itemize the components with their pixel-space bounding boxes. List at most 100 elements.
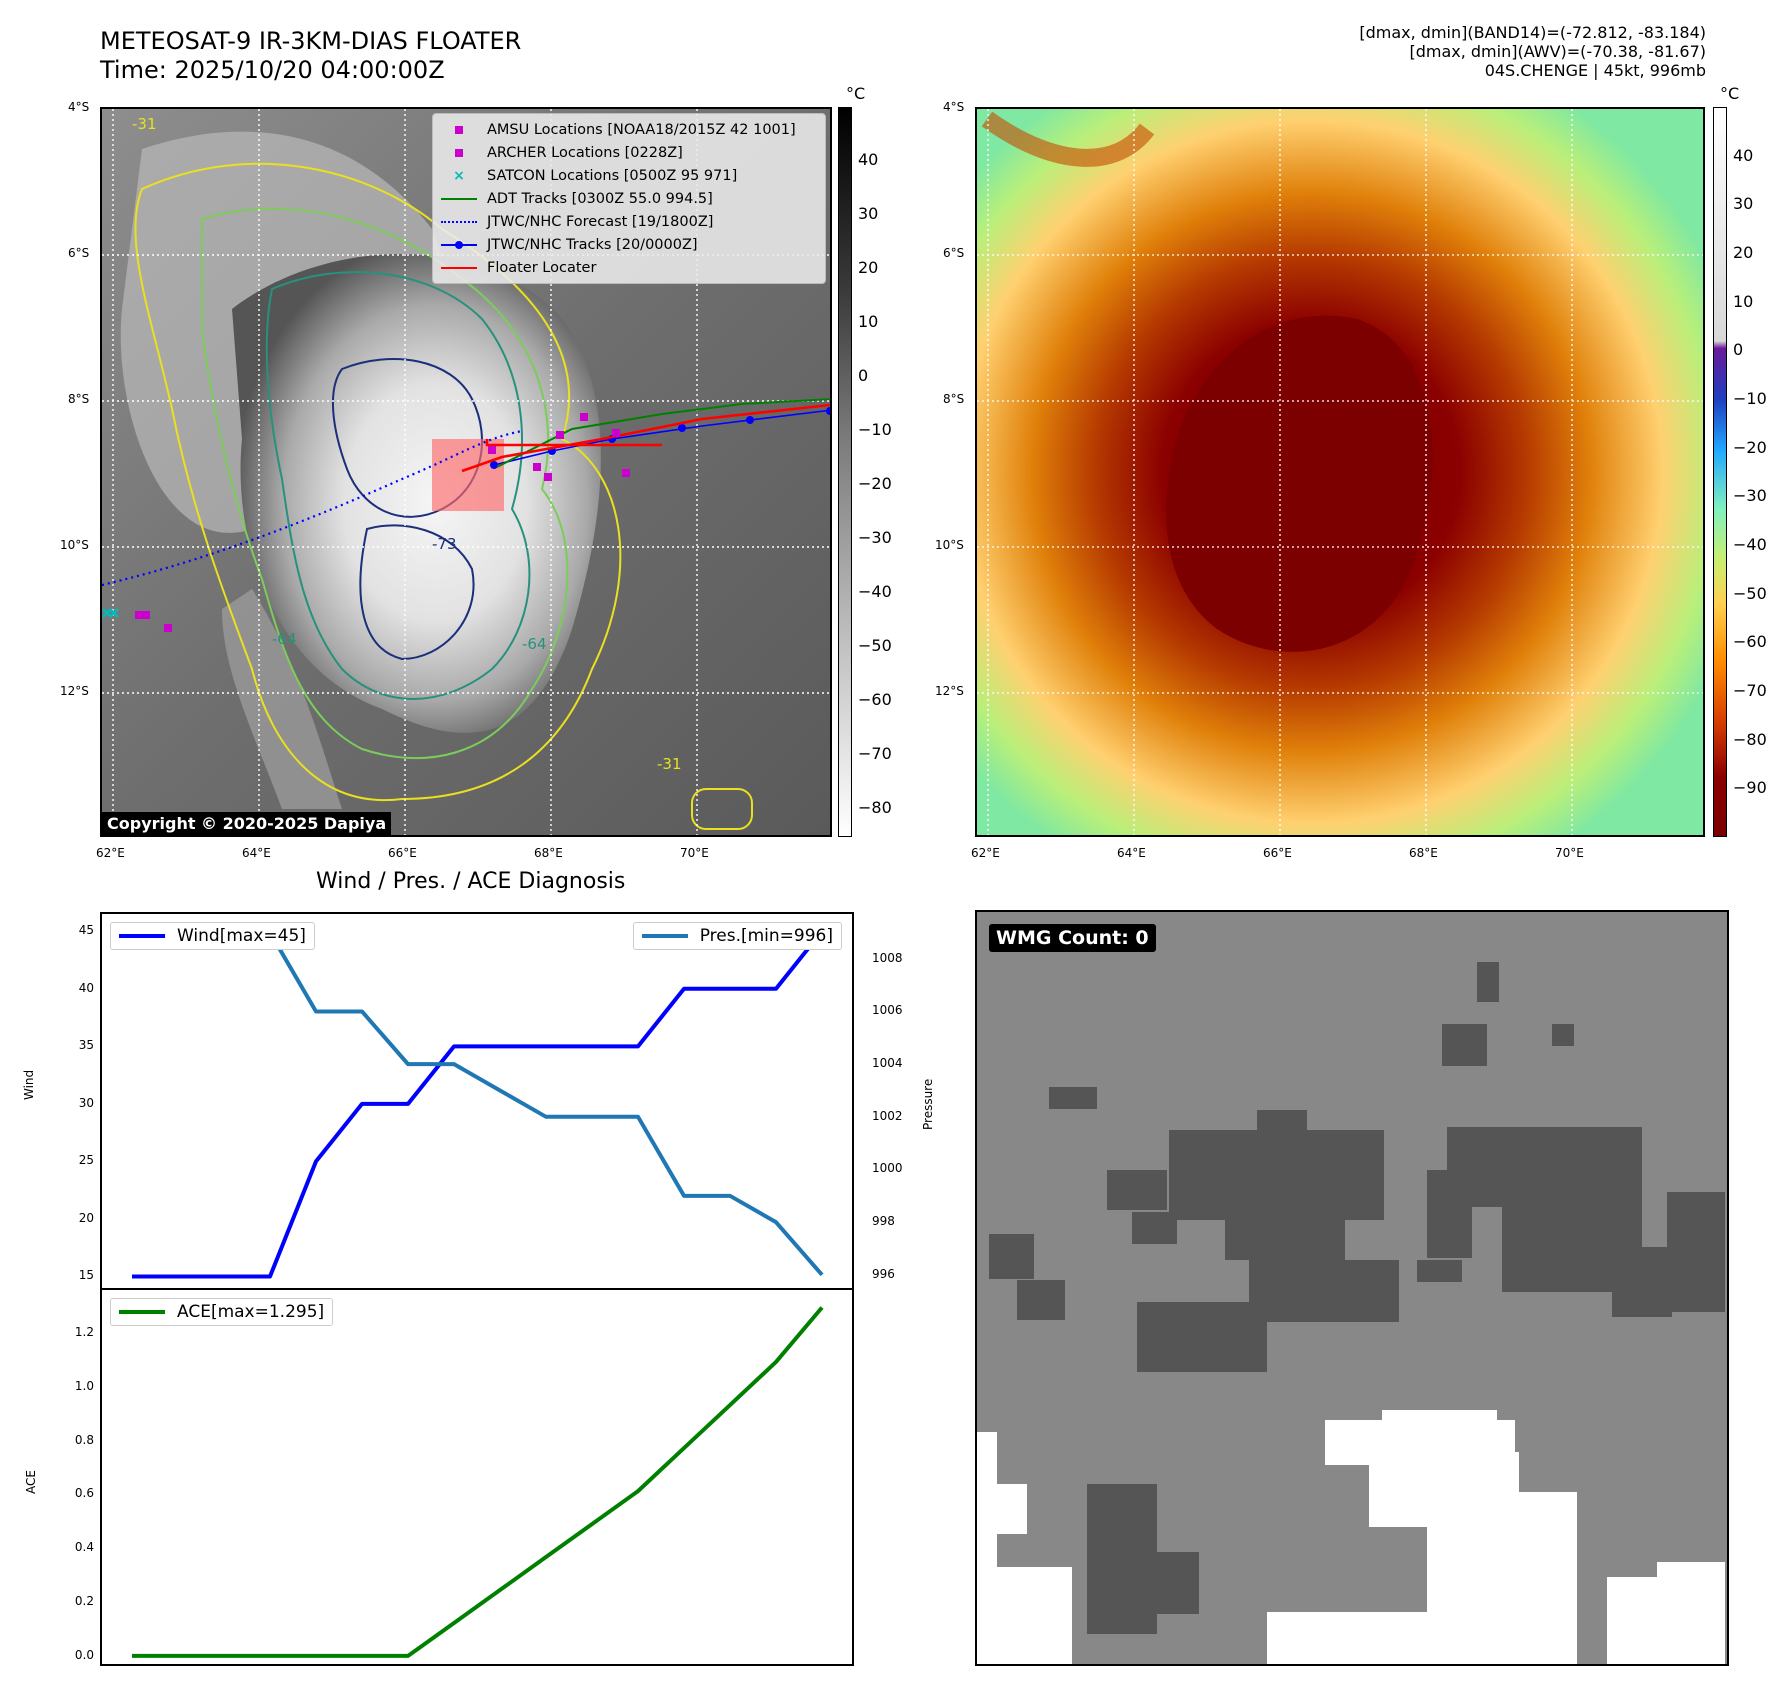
lon-tick: 68°E	[534, 846, 563, 860]
ir-cb-tick: 20	[858, 258, 879, 277]
wind-pressure-plot	[132, 930, 824, 1279]
pressure-axis-tick: 1000	[872, 1161, 903, 1176]
archer-amsu-markers	[135, 413, 630, 632]
diagnosis-title: Wind / Pres. / ACE Diagnosis	[316, 869, 626, 894]
awv-cb-tick: −90	[1733, 778, 1767, 797]
dotted-line-icon	[441, 216, 477, 228]
pressure-axis-tick: 1006	[872, 1003, 903, 1018]
title-line-1: METEOSAT-9 IR-3KM-DIAS FLOATER	[100, 27, 522, 55]
pressure-axis-tick: 998	[872, 1214, 895, 1229]
ir-cloud-band-south	[222, 589, 342, 809]
lon-tick: 70°E	[680, 846, 709, 860]
wind-axis-tick: 40	[78, 980, 94, 995]
ace-axis-tick: 1.0	[74, 1378, 94, 1393]
contour-64	[265, 271, 531, 700]
ir-cb-tick: −10	[858, 420, 892, 439]
awv-colorbar	[1713, 107, 1727, 837]
legend-item-amsu: AMSU Locations [NOAA18/2015Z 42 1001]	[441, 118, 817, 141]
lon-tick: 66°E	[1263, 846, 1292, 860]
ace-axis-tick: 0.0	[74, 1647, 94, 1662]
lon-tick: 64°E	[1117, 846, 1146, 860]
contour-label: -64	[522, 635, 547, 653]
lat-tick: 8°S	[943, 392, 965, 406]
contour-label: -31	[132, 115, 157, 133]
lat-tick: 10°S	[60, 538, 89, 552]
line-marker-icon	[441, 193, 477, 205]
lon-tick: 70°E	[1555, 846, 1584, 860]
ir-cb-tick: 40	[858, 150, 879, 169]
blue-line-icon	[119, 934, 165, 938]
lat-tick: 6°S	[68, 246, 90, 260]
ace-axis-tick: 0.8	[74, 1432, 94, 1447]
awv-band-nw	[981, 111, 1155, 167]
lat-tick: 4°S	[68, 100, 90, 114]
ir-cb-tick: 30	[858, 204, 879, 223]
line-dot-icon	[441, 239, 477, 251]
contour-label: -31	[657, 755, 682, 773]
awv-cb-tick: −70	[1733, 681, 1767, 700]
meta-line-2: [dmax, dmin](AWV)=(-70.38, -81.67)	[1409, 42, 1706, 61]
wmg-canvas	[977, 912, 1727, 1664]
ir-cb-tick: −30	[858, 528, 892, 547]
lon-tick: 62°E	[971, 846, 1000, 860]
contour-label: -64	[272, 630, 297, 648]
awv-map-canvas	[977, 109, 1703, 835]
meta-line-3: 04S.CHENGE | 45kt, 996mb	[1484, 61, 1706, 80]
pressure-legend: Pres.[min=996]	[632, 922, 842, 950]
legend-item-adt: ADT Tracks [0300Z 55.0 994.5]	[441, 187, 817, 210]
lat-tick: 4°S	[943, 100, 965, 114]
lat-tick: 10°S	[935, 538, 964, 552]
wind-axis-tick: 15	[78, 1268, 94, 1283]
wind-axis-tick: 45	[78, 923, 94, 938]
ace-series-line	[132, 1306, 824, 1658]
lat-tick: 8°S	[68, 392, 90, 406]
pressure-axis-tick: 1002	[872, 1108, 903, 1123]
wind-axis-tick: 30	[78, 1095, 94, 1110]
awv-gridlines	[977, 109, 1703, 835]
ir-convective-mass	[232, 254, 601, 733]
wind-axis-tick: 35	[78, 1038, 94, 1053]
ir-cb-tick: −80	[858, 798, 892, 817]
jtwc-track-points	[490, 407, 830, 469]
contour-label: -73	[432, 535, 457, 553]
ace-axis-tick: 0.2	[74, 1594, 94, 1609]
wind-series-line	[132, 930, 824, 1279]
legend-item-archer: ARCHER Locations [0228Z]	[441, 141, 817, 164]
wind-pressure-panel: Wind[max=45] Pres.[min=996]	[100, 912, 854, 1290]
line-marker-icon	[441, 262, 477, 274]
contour-73-south	[359, 524, 475, 661]
green-line-icon	[119, 1310, 165, 1314]
copyright-label: Copyright © 2020-2025 Dapiya	[102, 812, 392, 835]
ace-axis-tick: 0.4	[74, 1540, 94, 1555]
adt-track	[496, 398, 830, 468]
wmg-dark-cells	[989, 962, 1725, 1634]
wind-axis-tick: 20	[78, 1210, 94, 1225]
pressure-axis-tick: 1004	[872, 1056, 903, 1071]
ace-legend: ACE[max=1.295]	[110, 1298, 334, 1326]
awv-cb-tick: −10	[1733, 389, 1767, 408]
meta-line-1: [dmax, dmin](BAND14)=(-72.812, -83.184)	[1359, 23, 1706, 42]
awv-cb-tick: −60	[1733, 632, 1767, 651]
awv-cb-tick: −50	[1733, 584, 1767, 603]
lon-tick: 64°E	[242, 846, 271, 860]
ace-axis-tick: 0.6	[74, 1486, 94, 1501]
ace-axis-tick: 1.2	[74, 1325, 94, 1340]
title-line-2: Time: 2025/10/20 04:00:00Z	[100, 56, 445, 84]
wind-axis-tick: 25	[78, 1153, 94, 1168]
lon-tick: 66°E	[388, 846, 417, 860]
lat-tick: 12°S	[60, 684, 89, 698]
awv-cb-tick: −40	[1733, 535, 1767, 554]
satcon-markers	[102, 608, 119, 618]
ir-cb-tick: 10	[858, 312, 879, 331]
legend-item-satcon: × SATCON Locations [0500Z 95 971]	[441, 164, 817, 187]
wind-legend: Wind[max=45]	[110, 922, 315, 950]
contour-31-fragment	[691, 788, 753, 830]
steel-blue-line-icon	[641, 934, 688, 938]
wmg-white-cells	[977, 1410, 1725, 1664]
awv-cb-tick: 0	[1733, 340, 1744, 359]
ir-cb-tick: −50	[858, 636, 892, 655]
legend-item-floater: Floater Locater	[441, 256, 817, 279]
legend-item-jtwc-forecast: JTWC/NHC Forecast [19/1800Z]	[441, 210, 817, 233]
pressure-ylabel: Pressure	[921, 1078, 935, 1130]
ir-cb-tick: −70	[858, 744, 892, 763]
